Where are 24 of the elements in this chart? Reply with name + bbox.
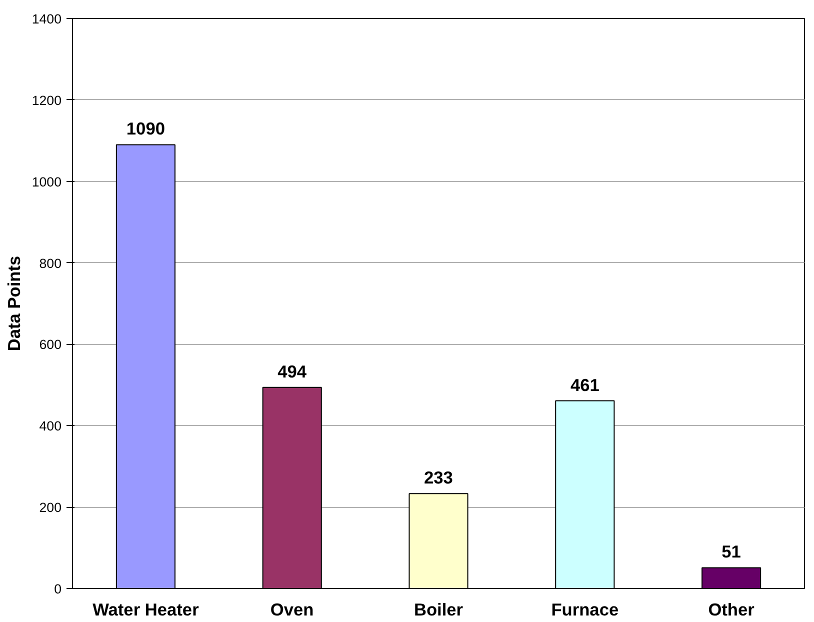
y-tick-label: 1000 [32, 174, 62, 190]
x-tick-label: Other [708, 600, 755, 620]
bar [116, 144, 176, 588]
y-axis-title: Data Points [4, 256, 24, 352]
x-tick-label: Boiler [414, 600, 464, 620]
y-tick-label: 800 [39, 256, 62, 271]
y-tick-label: 200 [39, 500, 62, 516]
bar [262, 386, 322, 588]
data-label: 494 [278, 361, 307, 382]
y-tick-label: 600 [39, 337, 62, 352]
y-tick-label: 400 [39, 418, 62, 434]
bar [702, 567, 762, 588]
bar [408, 493, 468, 588]
data-label: 233 [424, 468, 454, 488]
bar [555, 400, 615, 588]
data-label: 51 [722, 542, 742, 562]
y-tick-label: 1200 [32, 92, 62, 108]
x-tick-label: Oven [270, 600, 314, 620]
y-tick-label: 0 [54, 582, 62, 596]
x-tick-label: Furnace [551, 600, 619, 620]
x-tick-label: Water Heater [92, 600, 200, 620]
y-tick-label: 1400 [32, 12, 62, 26]
data-label: 1090 [126, 118, 165, 139]
data-label: 461 [570, 374, 600, 395]
